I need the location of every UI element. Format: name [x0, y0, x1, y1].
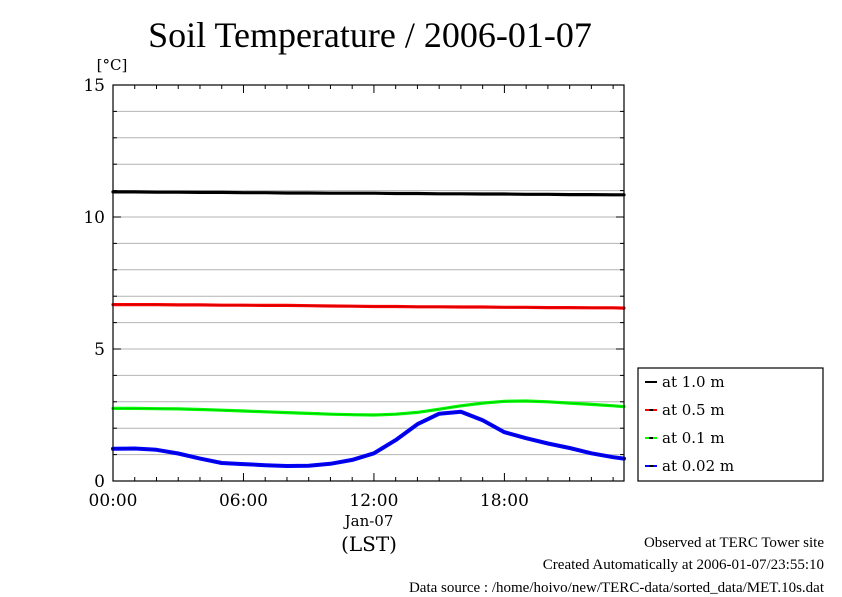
- series-line-core: [112, 411, 625, 467]
- legend: at 1.0 m at 0.5 m at 0.1 m at 0.02 m: [637, 367, 824, 482]
- series-line: [111, 399, 626, 417]
- legend-label: at 1.0 m: [662, 373, 725, 391]
- y-tick-label: 0: [94, 472, 105, 492]
- y-tick-label: 15: [83, 76, 105, 96]
- series-line: [111, 190, 626, 197]
- plot-frame: [112, 84, 625, 482]
- x-axis-date-label: Jan-07: [343, 512, 394, 530]
- x-axis-label: (LST): [341, 532, 397, 556]
- series-line: [111, 409, 626, 468]
- grid-lines: [113, 110, 624, 456]
- legend-label: at 0.5 m: [662, 401, 725, 419]
- y-tick-label: 5: [94, 340, 105, 360]
- y-tick-label: 10: [83, 208, 105, 228]
- legend-label: at 0.02 m: [662, 457, 734, 475]
- x-tick-label: 12:00: [349, 491, 398, 511]
- series-lines: [111, 190, 626, 468]
- axis-ticks: 0 5 10 15 00:00 06:00 12:00 18:00: [83, 76, 624, 511]
- footer-source-text: Data source : /home/hoivo/new/TERC-data/…: [408, 580, 824, 596]
- series-line-core: [113, 191, 624, 196]
- series-line: [111, 303, 626, 310]
- y-axis-unit-label: [°C]: [97, 56, 128, 74]
- legend-box: [637, 367, 824, 482]
- footer-created-text: Created Automatically at 2006-01-07/23:5…: [542, 557, 824, 573]
- x-tick-label: 00:00: [89, 491, 138, 511]
- series-line-core: [113, 304, 625, 309]
- series-line-core: [113, 400, 625, 416]
- legend-label: at 0.1 m: [662, 429, 725, 447]
- x-tick-label: 18:00: [480, 491, 529, 511]
- chart-title: Soil Temperature / 2006-01-07: [148, 15, 592, 55]
- x-tick-label: 06:00: [219, 491, 268, 511]
- footer-site-text: Observed at TERC Tower site: [643, 535, 824, 551]
